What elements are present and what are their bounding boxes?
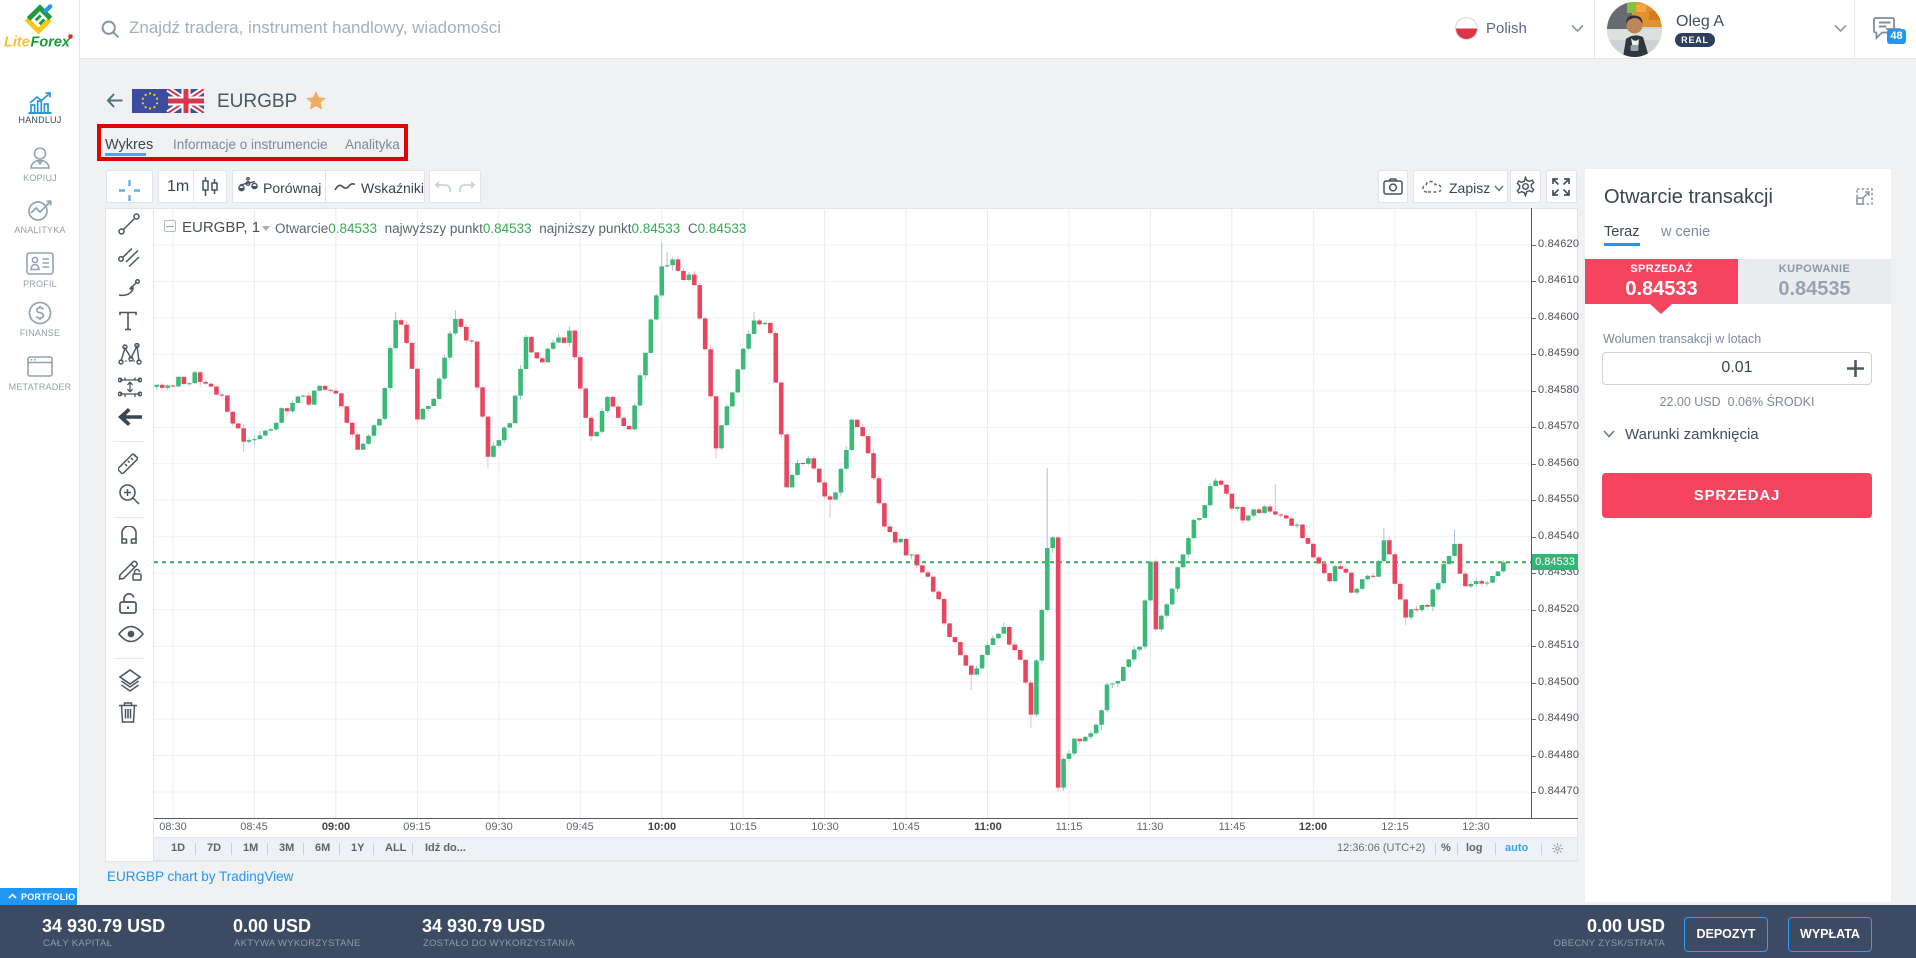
svg-text:Forex: Forex bbox=[31, 35, 71, 51]
svg-text:Lite: Lite bbox=[4, 35, 30, 51]
